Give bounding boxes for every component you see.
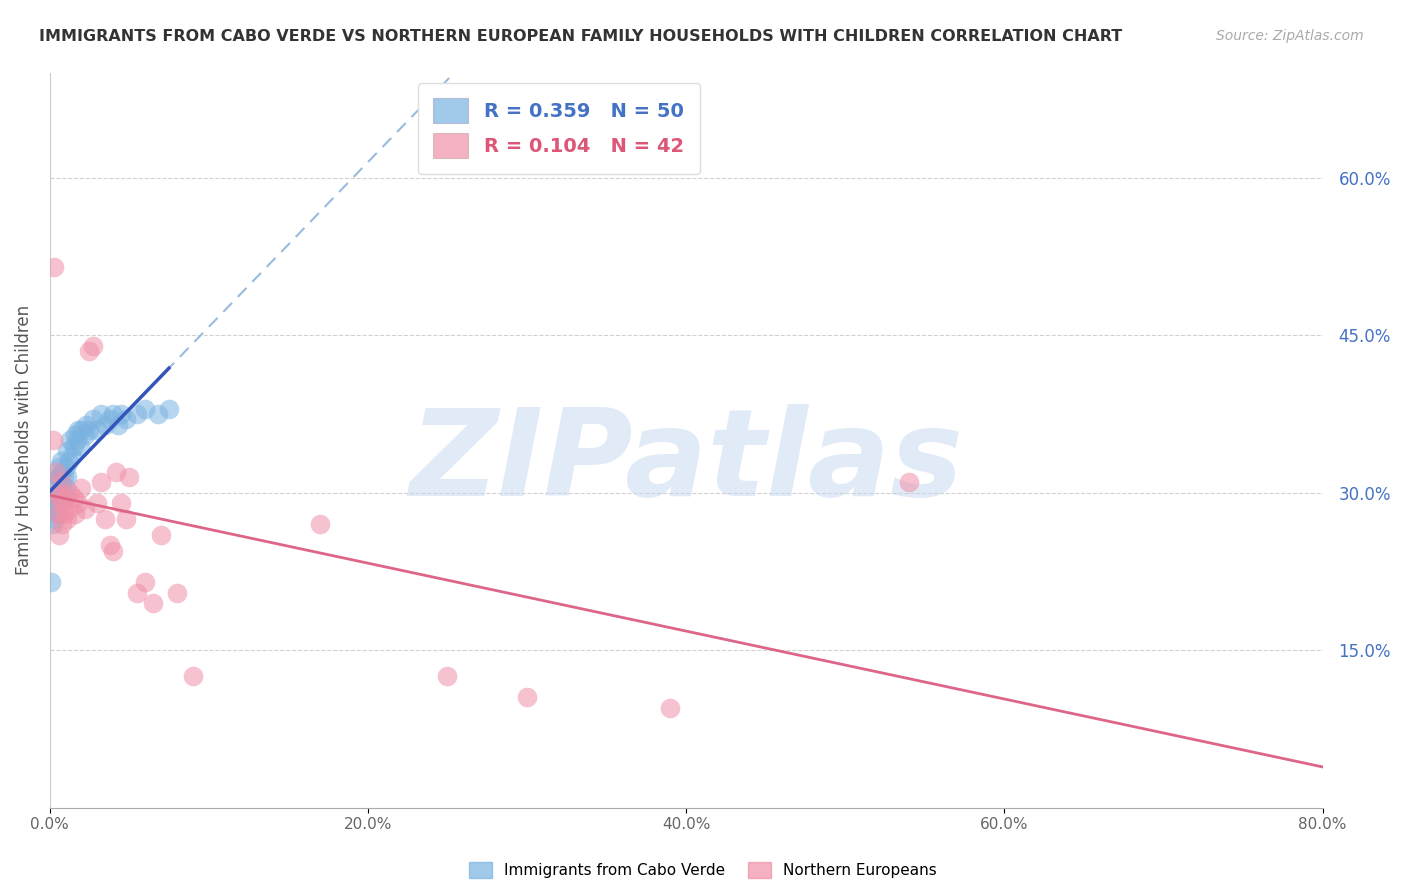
Point <box>134 401 156 416</box>
Point <box>45 501 67 516</box>
Point <box>94 417 117 432</box>
Point <box>82 339 104 353</box>
Point <box>45 485 67 500</box>
Point <box>46 507 69 521</box>
Point <box>70 481 93 495</box>
Point <box>67 423 90 437</box>
Point <box>48 491 70 505</box>
Point <box>44 475 66 490</box>
Point <box>142 596 165 610</box>
Point <box>49 496 72 510</box>
Legend: R = 0.359   N = 50, R = 0.104   N = 42: R = 0.359 N = 50, R = 0.104 N = 42 <box>418 83 700 174</box>
Point <box>62 439 84 453</box>
Text: IMMIGRANTS FROM CABO VERDE VS NORTHERN EUROPEAN FAMILY HOUSEHOLDS WITH CHILDREN : IMMIGRANTS FROM CABO VERDE VS NORTHERN E… <box>39 29 1122 44</box>
Point <box>49 475 72 490</box>
Point <box>42 434 65 448</box>
Point <box>110 407 132 421</box>
Point <box>118 470 141 484</box>
Point <box>79 344 101 359</box>
Point <box>107 417 129 432</box>
Point <box>75 417 97 432</box>
Point <box>55 459 77 474</box>
Point <box>103 543 125 558</box>
Point <box>48 470 70 484</box>
Point <box>127 585 149 599</box>
Point <box>516 690 538 705</box>
Point <box>59 485 82 500</box>
Point <box>46 491 69 505</box>
Point <box>48 459 70 474</box>
Point <box>53 507 76 521</box>
Point <box>59 434 82 448</box>
Point <box>134 574 156 589</box>
Point <box>90 407 112 421</box>
Point <box>150 528 173 542</box>
Point <box>94 512 117 526</box>
Legend: Immigrants from Cabo Verde, Northern Europeans: Immigrants from Cabo Verde, Northern Eur… <box>463 856 943 884</box>
Point <box>659 701 682 715</box>
Point <box>98 412 121 426</box>
Point <box>897 475 920 490</box>
Point <box>66 434 89 448</box>
Point <box>42 501 65 516</box>
Point <box>44 491 66 505</box>
Point <box>55 481 77 495</box>
Point <box>51 481 73 495</box>
Point <box>45 465 67 479</box>
Point <box>56 443 79 458</box>
Point <box>63 507 86 521</box>
Point <box>86 496 108 510</box>
Point <box>115 412 138 426</box>
Point <box>55 491 77 505</box>
Point <box>44 512 66 526</box>
Point <box>49 475 72 490</box>
Point <box>49 491 72 505</box>
Point <box>39 574 62 589</box>
Point <box>157 401 180 416</box>
Point <box>90 475 112 490</box>
Point <box>166 585 188 599</box>
Point <box>115 512 138 526</box>
Point <box>73 428 96 442</box>
Point <box>436 669 458 683</box>
Point <box>60 449 83 463</box>
Point <box>56 470 79 484</box>
Point <box>53 491 76 505</box>
Point <box>51 517 73 532</box>
Point <box>46 485 69 500</box>
Point <box>146 407 169 421</box>
Point <box>105 465 128 479</box>
Point <box>58 454 80 468</box>
Point <box>48 485 70 500</box>
Point <box>42 517 65 532</box>
Point <box>46 507 69 521</box>
Point <box>62 491 84 505</box>
Point <box>82 412 104 426</box>
Point <box>103 407 125 421</box>
Y-axis label: Family Households with Children: Family Households with Children <box>15 305 32 575</box>
Point <box>70 423 93 437</box>
Point <box>86 423 108 437</box>
Point <box>51 465 73 479</box>
Point <box>63 428 86 442</box>
Point <box>98 538 121 552</box>
Point <box>67 496 90 510</box>
Point <box>46 470 69 484</box>
Point <box>79 423 101 437</box>
Point <box>309 517 332 532</box>
Point <box>56 512 79 526</box>
Point <box>58 501 80 516</box>
Point <box>53 470 76 484</box>
Text: ZIPatlas: ZIPatlas <box>409 404 963 521</box>
Point <box>44 260 66 274</box>
Point <box>73 501 96 516</box>
Point <box>48 528 70 542</box>
Point <box>110 496 132 510</box>
Point <box>127 407 149 421</box>
Point <box>49 454 72 468</box>
Text: Source: ZipAtlas.com: Source: ZipAtlas.com <box>1216 29 1364 43</box>
Point <box>181 669 204 683</box>
Point <box>69 439 91 453</box>
